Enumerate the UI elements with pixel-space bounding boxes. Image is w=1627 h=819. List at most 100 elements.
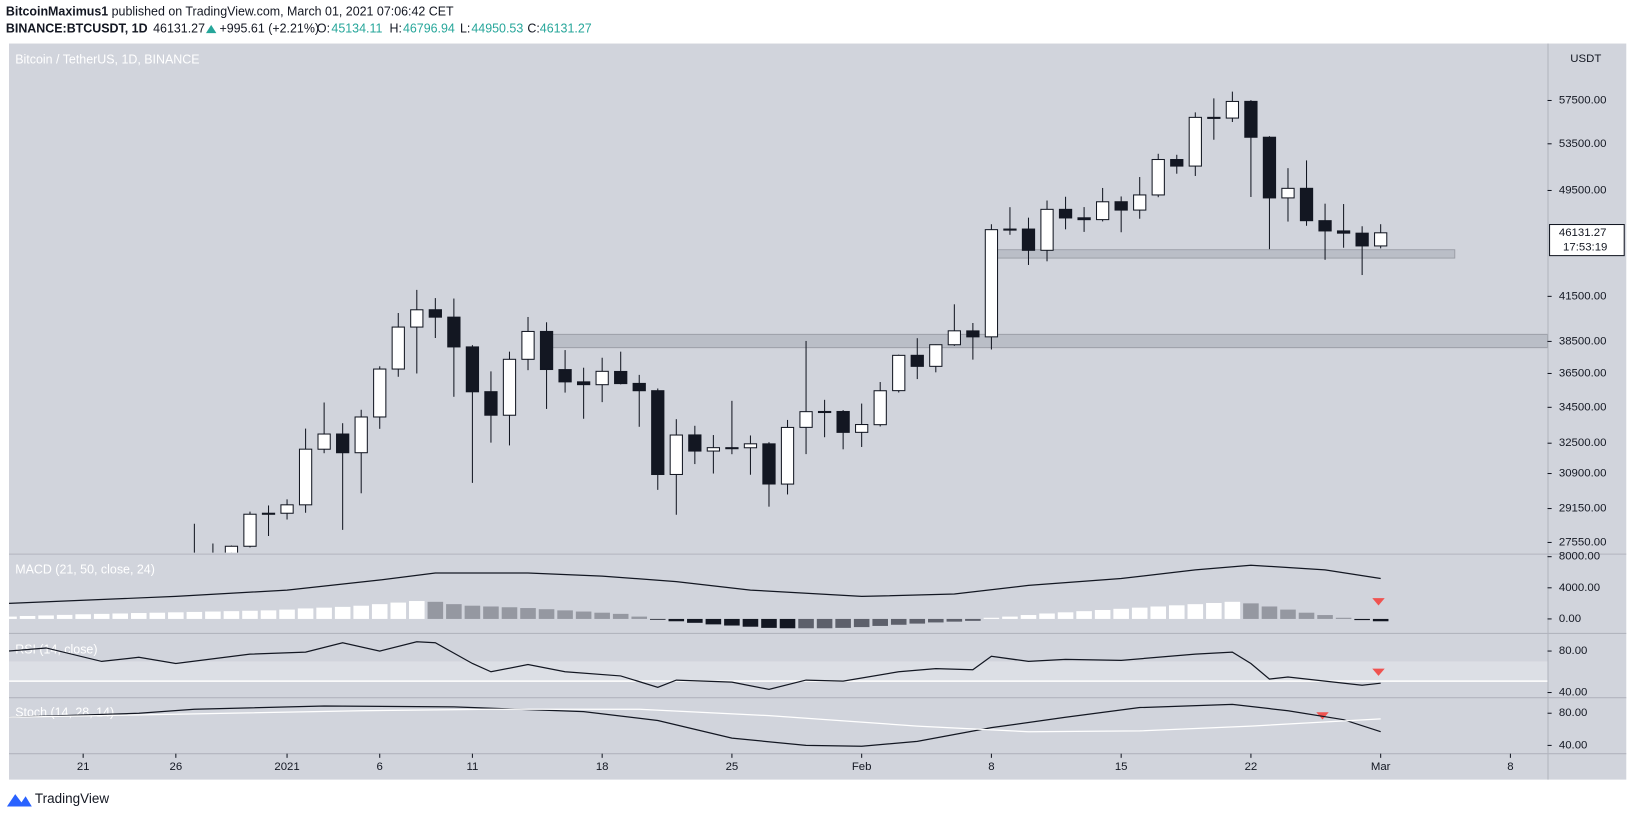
- signal-marker: [1372, 598, 1385, 606]
- histogram-bar: [446, 604, 462, 619]
- x-tick-label: 15: [1115, 761, 1128, 773]
- histogram-bar: [575, 611, 592, 619]
- histogram-bar: [557, 610, 573, 619]
- candle-body: [447, 316, 461, 348]
- support-zone: [546, 333, 1548, 349]
- histogram-bar: [242, 610, 258, 619]
- histogram-bar: [427, 601, 444, 619]
- histogram-bar: [742, 618, 759, 627]
- countdown: 17:53:19: [1563, 241, 1607, 253]
- candle-body: [1095, 201, 1110, 221]
- rsi-band: [9, 661, 1548, 682]
- candle-body: [298, 448, 313, 506]
- candle-body: [762, 443, 776, 485]
- histogram-bar: [334, 606, 351, 619]
- x-tick-label: 26: [170, 761, 183, 773]
- candle-body: [1281, 187, 1295, 199]
- open-label: O:: [317, 21, 330, 35]
- x-tick-label: 6: [377, 761, 383, 773]
- candle-body: [614, 370, 628, 385]
- y-tick-label: 53500.00: [1559, 138, 1607, 150]
- histogram-bar: [353, 605, 369, 619]
- y-tick-label: 41500.00: [1559, 290, 1607, 302]
- histogram-bar: [9, 616, 17, 619]
- histogram-bar: [1187, 604, 1204, 619]
- candle-body: [669, 434, 683, 475]
- histogram-bar: [1354, 618, 1370, 621]
- x-tick-label: 25: [726, 761, 739, 773]
- histogram-bar: [390, 602, 407, 619]
- candle-body: [1225, 100, 1240, 119]
- up-arrow: [205, 24, 217, 34]
- histogram-bar: [130, 613, 147, 619]
- low-label: L:: [460, 21, 470, 35]
- histogram-bar: [798, 618, 814, 629]
- histogram-bar: [705, 618, 722, 625]
- candle-body: [817, 410, 832, 414]
- x-tick-label: 2021: [274, 761, 299, 773]
- candle-body: [966, 330, 980, 338]
- histogram-bar: [687, 618, 703, 623]
- indicator-line: [9, 641, 1381, 691]
- candle-body: [1170, 158, 1184, 167]
- histogram-bar: [612, 613, 629, 619]
- candle-body: [1244, 100, 1258, 138]
- y-tick-label: 80.00: [1559, 645, 1588, 657]
- logo: TradingView: [6, 791, 109, 807]
- candle-body: [521, 330, 535, 360]
- histogram-bar: [890, 618, 907, 625]
- histogram-bar: [538, 609, 555, 619]
- histogram-bar: [1113, 608, 1129, 619]
- histogram-bar: [1206, 602, 1222, 619]
- x-tick-label: Feb: [852, 761, 872, 773]
- candle-body: [929, 344, 943, 367]
- candle-body: [1318, 220, 1332, 232]
- panel: [9, 703, 1381, 747]
- histogram-bar: [205, 611, 221, 619]
- histogram-bar: [816, 618, 833, 629]
- panel: [193, 91, 1548, 553]
- y-tick-label: 57500.00: [1559, 95, 1607, 107]
- histogram-bar: [835, 618, 851, 628]
- high-label: H:: [389, 21, 401, 35]
- footer-brand: TradingView: [35, 791, 109, 806]
- candle-body: [354, 416, 368, 454]
- histogram-bar: [520, 608, 536, 619]
- chart-background: [9, 43, 1627, 780]
- y-tick-label: 0.00: [1559, 613, 1581, 625]
- candle-body: [336, 433, 350, 454]
- histogram-bar: [946, 618, 963, 622]
- price-label: 46131.27: [1559, 227, 1607, 239]
- close-value: 46131.27: [540, 21, 592, 35]
- x-tick-label: 11: [466, 761, 478, 773]
- support-zone: [990, 249, 1456, 259]
- candle-body: [836, 410, 850, 433]
- y-tick-label: 29150.00: [1559, 503, 1607, 515]
- candle-body: [1021, 228, 1036, 251]
- x-tick-label: 8: [1507, 761, 1513, 773]
- histogram-bar: [223, 611, 240, 619]
- histogram-bar: [19, 615, 36, 619]
- histogram-bar: [409, 601, 425, 619]
- candle-body: [1207, 116, 1221, 119]
- candle-body: [780, 426, 795, 485]
- candle-body: [688, 434, 702, 452]
- open-value: 45134.11: [331, 21, 382, 35]
- x-tick-label: Mar: [1371, 761, 1391, 773]
- histogram-bar: [1094, 609, 1111, 619]
- candle-body: [391, 326, 405, 370]
- histogram-bar: [983, 617, 1000, 619]
- histogram-bar: [909, 618, 926, 624]
- histogram-bar: [112, 613, 129, 619]
- candle-body: [947, 330, 961, 346]
- histogram-bar: [316, 607, 332, 619]
- candle-body: [465, 346, 480, 393]
- candle-body: [428, 309, 442, 318]
- histogram-bar: [928, 618, 944, 623]
- histogram-bar: [1020, 615, 1037, 619]
- histogram-bar: [779, 618, 796, 629]
- currency: USDT: [1570, 53, 1601, 65]
- histogram-bar: [853, 618, 870, 628]
- histogram-bar: [1224, 601, 1241, 619]
